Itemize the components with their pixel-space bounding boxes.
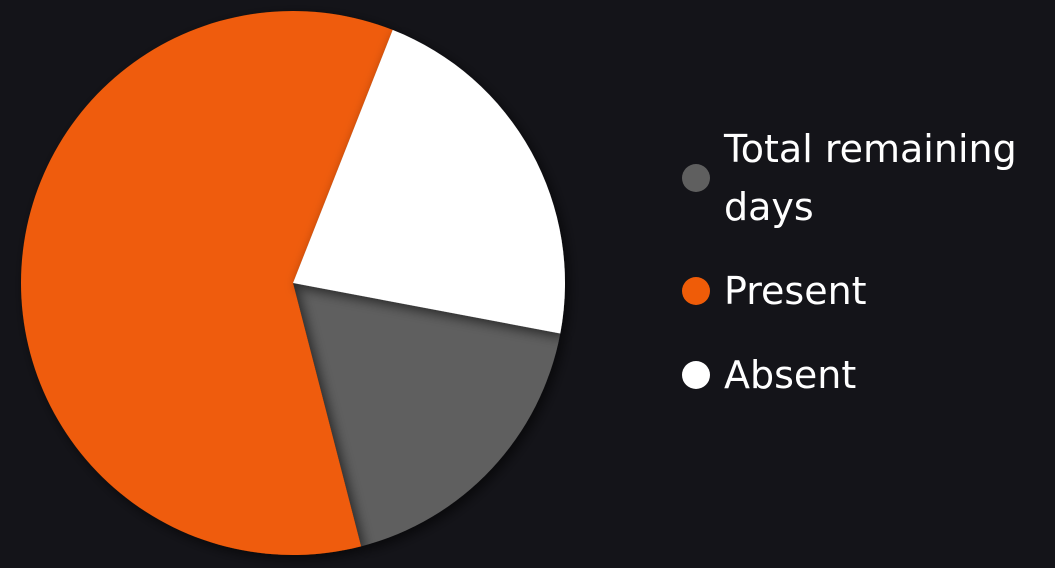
pie-slices [21, 11, 565, 556]
legend-label-absent: Absent [724, 353, 857, 397]
legend-swatch-total-remaining-days [682, 164, 710, 192]
legend-label-present: Present [724, 269, 867, 313]
pie-slice-total-remaining-days[interactable] [293, 283, 561, 547]
pie-slice-absent[interactable] [293, 29, 565, 334]
pie-slice-present[interactable] [21, 11, 393, 556]
legend-item-present[interactable]: Present [682, 262, 1054, 320]
legend: Total remaining days Present Absent [682, 120, 1054, 430]
legend-swatch-present [682, 277, 710, 305]
pie-chart [21, 11, 565, 556]
legend-label-total-remaining-days: Total remaining days [724, 127, 1017, 229]
legend-item-absent[interactable]: Absent [682, 346, 1054, 404]
legend-swatch-absent [682, 361, 710, 389]
legend-item-total-remaining-days[interactable]: Total remaining days [682, 120, 1054, 236]
